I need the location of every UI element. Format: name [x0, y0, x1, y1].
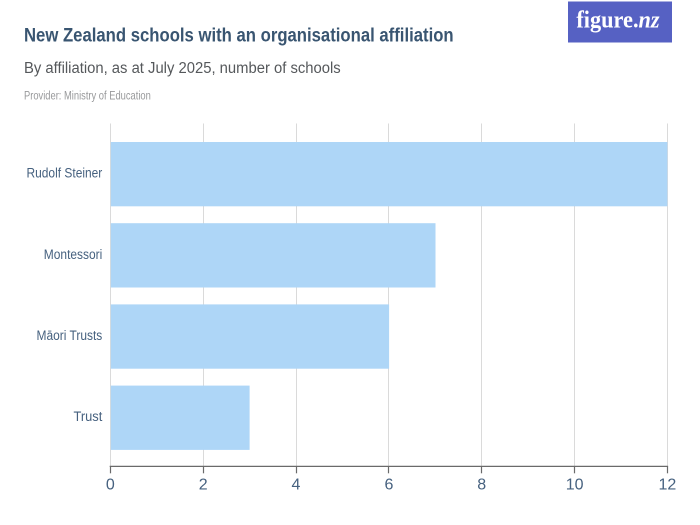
svg-text:0: 0 — [106, 477, 115, 494]
svg-text:Provider: Ministry of Educatio: Provider: Ministry of Education — [24, 90, 151, 103]
svg-text:Montessori: Montessori — [44, 246, 103, 262]
svg-text:figure.nz: figure.nz — [576, 7, 659, 34]
svg-text:Trust: Trust — [73, 409, 102, 425]
svg-text:4: 4 — [292, 477, 301, 494]
svg-text:By affiliation, as at July 202: By affiliation, as at July 2025, number … — [24, 60, 341, 77]
svg-text:12: 12 — [659, 477, 677, 494]
svg-text:Māori Trusts: Māori Trusts — [36, 327, 102, 343]
svg-text:10: 10 — [566, 477, 584, 494]
svg-text:Rudolf Steiner: Rudolf Steiner — [26, 165, 102, 181]
svg-text:2: 2 — [199, 477, 208, 494]
svg-text:8: 8 — [477, 477, 486, 494]
svg-text:New Zealand schools with an or: New Zealand schools with an organisation… — [24, 25, 454, 46]
svg-text:6: 6 — [384, 477, 393, 494]
